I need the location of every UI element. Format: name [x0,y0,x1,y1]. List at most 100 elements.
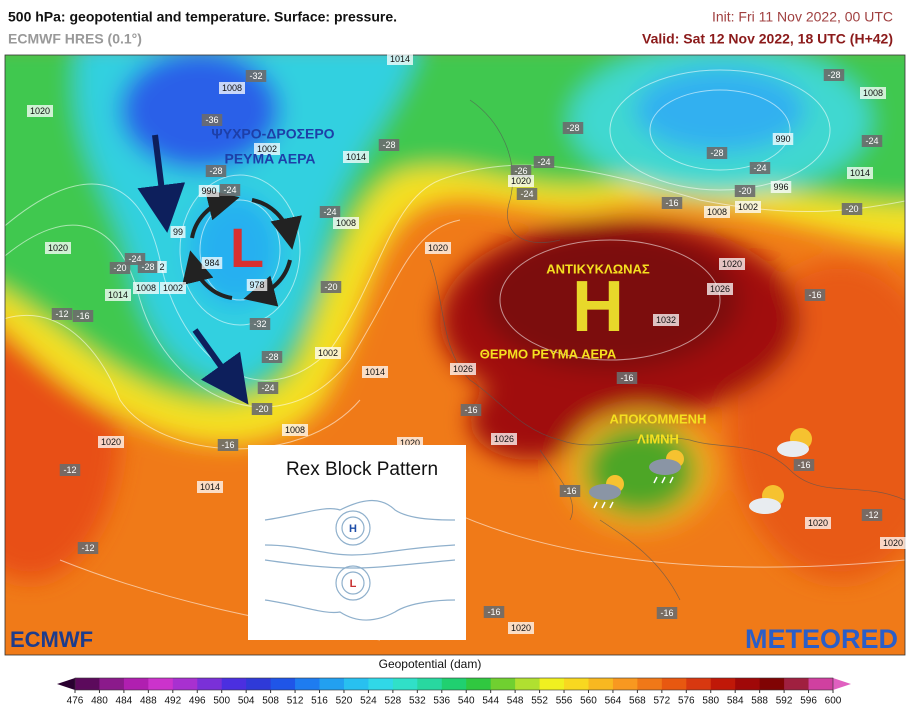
pressure-label: 1020 [30,106,50,116]
temperature-label: -28 [710,148,723,158]
colorbar-title: Geopotential (dam) [379,657,482,671]
temperature-label-box [562,122,584,134]
colorbar-tick-label: 580 [702,696,719,707]
pressure-label-box [425,242,451,254]
colorbar-swatch [99,678,125,690]
pressure-label-box [491,433,517,445]
colorbar-tick-label: 488 [140,696,157,707]
colorbar-tick-label: 512 [287,696,304,707]
temperature-label-box [793,459,815,471]
colorbar-tick-label: 596 [800,696,817,707]
temperature-label-box [261,351,283,363]
colorbar-tick-label: 524 [360,696,377,707]
colorbar-swatch [148,678,174,690]
pressure-label-box [246,279,268,291]
temperature-label: -20 [113,263,126,273]
colorbar-swatch [637,678,663,690]
temperature-label: -36 [205,115,218,125]
colorbar-swatch [75,678,100,690]
colorbar: 476 480 484 488 492 496 500 504 508 512 516 520 524 5… [57,677,851,707]
weather-icon [649,450,684,484]
pressure-label: 1020 [808,518,828,528]
colorbar-swatch [246,678,272,690]
colorbar-swatch [759,678,785,690]
colorbar-swatch [123,678,149,690]
pressure-label-box [847,167,873,179]
pressure-label-box [860,87,886,99]
pressure-label: 1020 [101,437,121,447]
colorbar-swatch [417,678,443,690]
temperature-label-box [77,542,99,554]
colorbar-tick-label: 484 [116,696,133,707]
pressure-label-box [201,257,223,269]
temperature-label: -24 [128,254,141,264]
colorbar-swatch [515,678,541,690]
pressure-label: 1026 [494,434,514,444]
temperature-label-box [378,139,400,151]
pressure-label-box [735,201,761,213]
pressure-label: 1008 [222,83,242,93]
pressure-label-box [704,206,730,218]
temperature-label-box [516,188,538,200]
temperature-label-box [510,165,532,177]
cold-flow-arrow [137,134,186,233]
cyclonic-arrows [182,189,302,307]
pressure-label: 1014 [346,152,366,162]
temperature-label-box [533,156,555,168]
pressure-label-box [450,363,476,375]
temperature-label: -16 [76,311,89,321]
temperature-label-box [749,162,771,174]
colorbar-swatch [490,678,516,690]
colorbar-swatch [588,678,614,690]
pressure-label-box [98,436,124,448]
pressure-label-box [805,517,831,529]
temperature-label-box [109,262,131,274]
pressure-label: 1020 [428,243,448,253]
pressure-label: 1002 [738,202,758,212]
weather-icon [749,485,784,514]
temperature-label: -16 [221,440,234,450]
pressure-label: 1026 [710,284,730,294]
cold-flow-arrow [192,328,249,405]
temperature-label-box [201,114,223,126]
pressure-label-box [157,261,167,273]
temperature-label-box [251,403,273,415]
colorbar-end [833,678,851,690]
pressure-label-box [387,53,413,65]
annotation: ΑΝΤΙΚΥΚΛΩΝΑΣ [546,261,650,276]
temperature-label: -16 [487,607,500,617]
temperature-label-box [217,439,239,451]
pressure-label-box [772,133,794,145]
pressure-label-box [254,143,280,155]
pressure-label: 1020 [511,176,531,186]
temperature-label: -16 [464,405,477,415]
colorbar-swatch [172,678,198,690]
temperature-label: -16 [660,608,673,618]
pressure-label-box [219,82,245,94]
temperature-label-box [249,318,271,330]
colorbar-tick-label: 508 [262,696,279,707]
pressure-label: 1020 [511,623,531,633]
temperature-label: -28 [141,262,154,272]
colorbar-tick-label: 564 [605,696,622,707]
temperature-label: -28 [827,70,840,80]
colorbar-tick-label: 496 [189,696,206,707]
colorbar-swatch [368,678,394,690]
temperature-label: -16 [808,290,821,300]
temperature-label: -20 [255,404,268,414]
temperature-label-box [656,607,678,619]
temperature-label-box [661,197,683,209]
weather-icons [589,428,812,514]
temperature-label: -16 [665,198,678,208]
low-symbol: L [230,216,264,279]
temperature-label-box [861,135,883,147]
pressure-label-box [508,622,534,634]
pressure-label: 1020 [722,259,742,269]
pressure-label-box [770,181,792,193]
temperature-label: -26 [514,166,527,176]
temperature-label: -24 [261,383,274,393]
colorbar-swatch [221,678,247,690]
colorbar-swatch [735,678,761,690]
temperature-label-box [59,464,81,476]
pressure-label: 1014 [390,54,410,64]
